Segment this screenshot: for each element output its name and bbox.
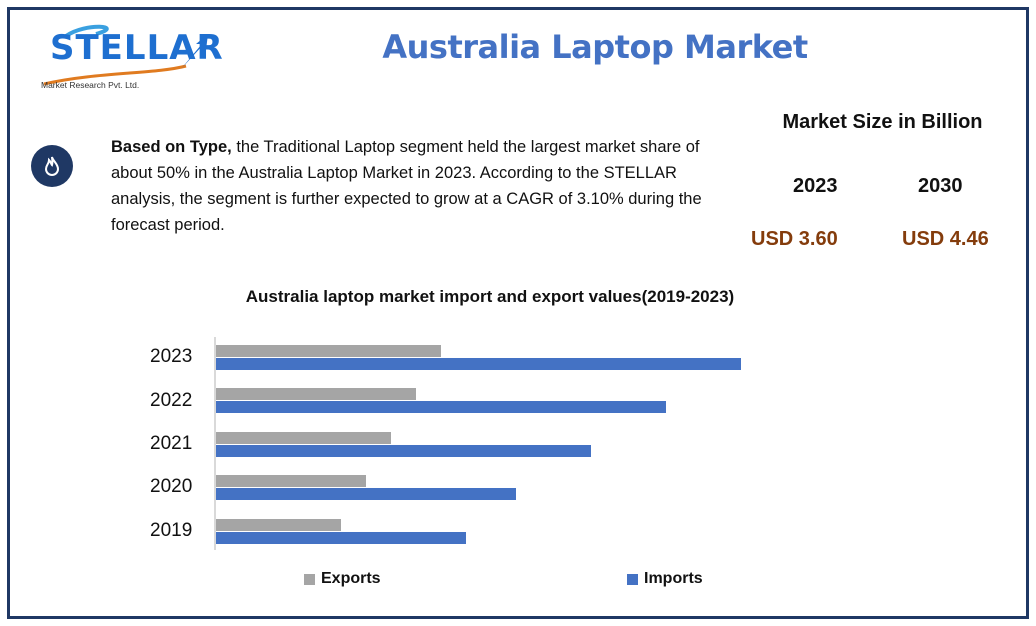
legend-exports: Exports [304, 570, 381, 588]
legend-imports: Imports [627, 570, 703, 588]
bar-imports-2022 [216, 401, 666, 413]
bar-exports-2021 [216, 432, 391, 444]
logo-text: STELLAR [50, 28, 224, 68]
bar-imports-2021 [216, 445, 591, 457]
chart-title: Australia laptop market import and expor… [245, 287, 735, 306]
y-label-2020: 2020 [150, 476, 193, 497]
summary-paragraph: Based on Type, the Traditional Laptop se… [111, 134, 711, 238]
chart-category-axis [214, 337, 216, 550]
bar-exports-2019 [216, 519, 341, 531]
infographic-frame [7, 7, 1029, 619]
bar-exports-2020 [216, 475, 366, 487]
legend-swatch-exports [304, 573, 315, 585]
bar-exports-2022 [216, 388, 416, 400]
page-title: Australia Laptop Market [382, 28, 808, 66]
y-label-2023: 2023 [150, 346, 193, 367]
bar-imports-2019 [216, 532, 466, 544]
market-year-2030: 2030 [918, 175, 963, 197]
market-value-2030: USD 4.46 [902, 228, 989, 250]
market-value-2023: USD 3.60 [751, 228, 838, 250]
market-year-2023: 2023 [793, 175, 838, 197]
summary-lead: Based on Type, [111, 138, 232, 156]
legend-label-exports: Exports [321, 570, 381, 587]
fire-icon [31, 145, 73, 187]
market-size-title: Market Size in Billion [782, 111, 983, 133]
y-label-2022: 2022 [150, 390, 193, 411]
y-label-2019: 2019 [150, 520, 193, 541]
bar-exports-2023 [216, 345, 441, 357]
summary-text: the Traditional Laptop segment held the … [111, 138, 702, 234]
legend-swatch-imports [627, 573, 638, 585]
logo-subtitle: Market Research Pvt. Ltd. [41, 80, 140, 90]
y-label-2021: 2021 [150, 433, 193, 454]
logo-swoosh-icon [43, 24, 208, 86]
stellar-logo: STELLAR Market Research Pvt. Ltd. [36, 24, 223, 94]
bar-imports-2023 [216, 358, 741, 370]
legend-label-imports: Imports [644, 570, 703, 587]
bar-imports-2020 [216, 488, 516, 500]
